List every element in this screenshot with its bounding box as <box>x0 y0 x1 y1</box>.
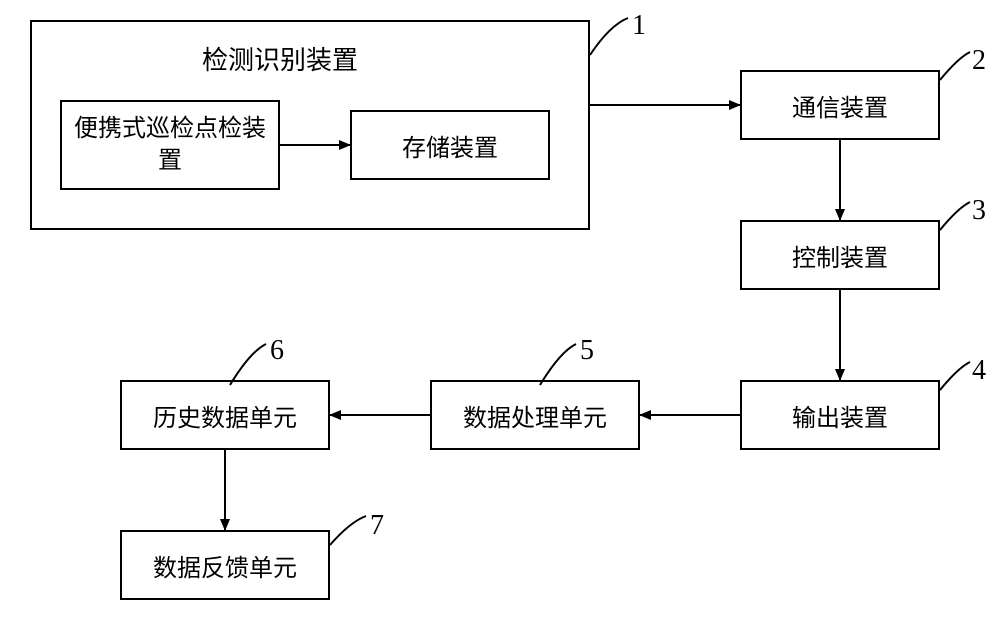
leader-3 <box>940 202 970 230</box>
node-7: 数据反馈单元 <box>120 530 330 600</box>
node-3: 控制装置 <box>740 220 940 290</box>
node-4-label: 输出装置 <box>792 398 888 433</box>
node-inner-a-label: 便携式巡检点检装置 <box>66 113 274 178</box>
node-6: 历史数据单元 <box>120 380 330 450</box>
label-2: 2 <box>972 45 986 77</box>
node-inner-b: 存储装置 <box>350 110 550 180</box>
node-3-label: 控制装置 <box>792 238 888 273</box>
node-5-label: 数据处理单元 <box>463 398 607 433</box>
leader-1 <box>590 18 628 55</box>
label-7: 7 <box>370 510 384 542</box>
diagram-canvas: 检测识别装置 便携式巡检点检装置 存储装置 通信装置 控制装置 输出装置 数据处… <box>0 0 1000 640</box>
node-4: 输出装置 <box>740 380 940 450</box>
label-3: 3 <box>972 195 986 227</box>
node-2: 通信装置 <box>740 70 940 140</box>
leader-6 <box>230 344 266 385</box>
leader-4 <box>940 362 970 390</box>
container-1-title: 检测识别装置 <box>202 40 358 77</box>
label-6: 6 <box>270 335 284 367</box>
node-inner-a: 便携式巡检点检装置 <box>60 100 280 190</box>
label-1: 1 <box>632 10 646 42</box>
node-5: 数据处理单元 <box>430 380 640 450</box>
label-5: 5 <box>580 335 594 367</box>
leader-7 <box>330 516 366 545</box>
label-4: 4 <box>972 355 986 387</box>
leader-5 <box>540 344 576 385</box>
node-7-label: 数据反馈单元 <box>153 548 297 583</box>
node-inner-b-label: 存储装置 <box>402 128 498 163</box>
node-6-label: 历史数据单元 <box>153 398 297 433</box>
leader-2 <box>940 52 970 80</box>
node-2-label: 通信装置 <box>792 88 888 123</box>
